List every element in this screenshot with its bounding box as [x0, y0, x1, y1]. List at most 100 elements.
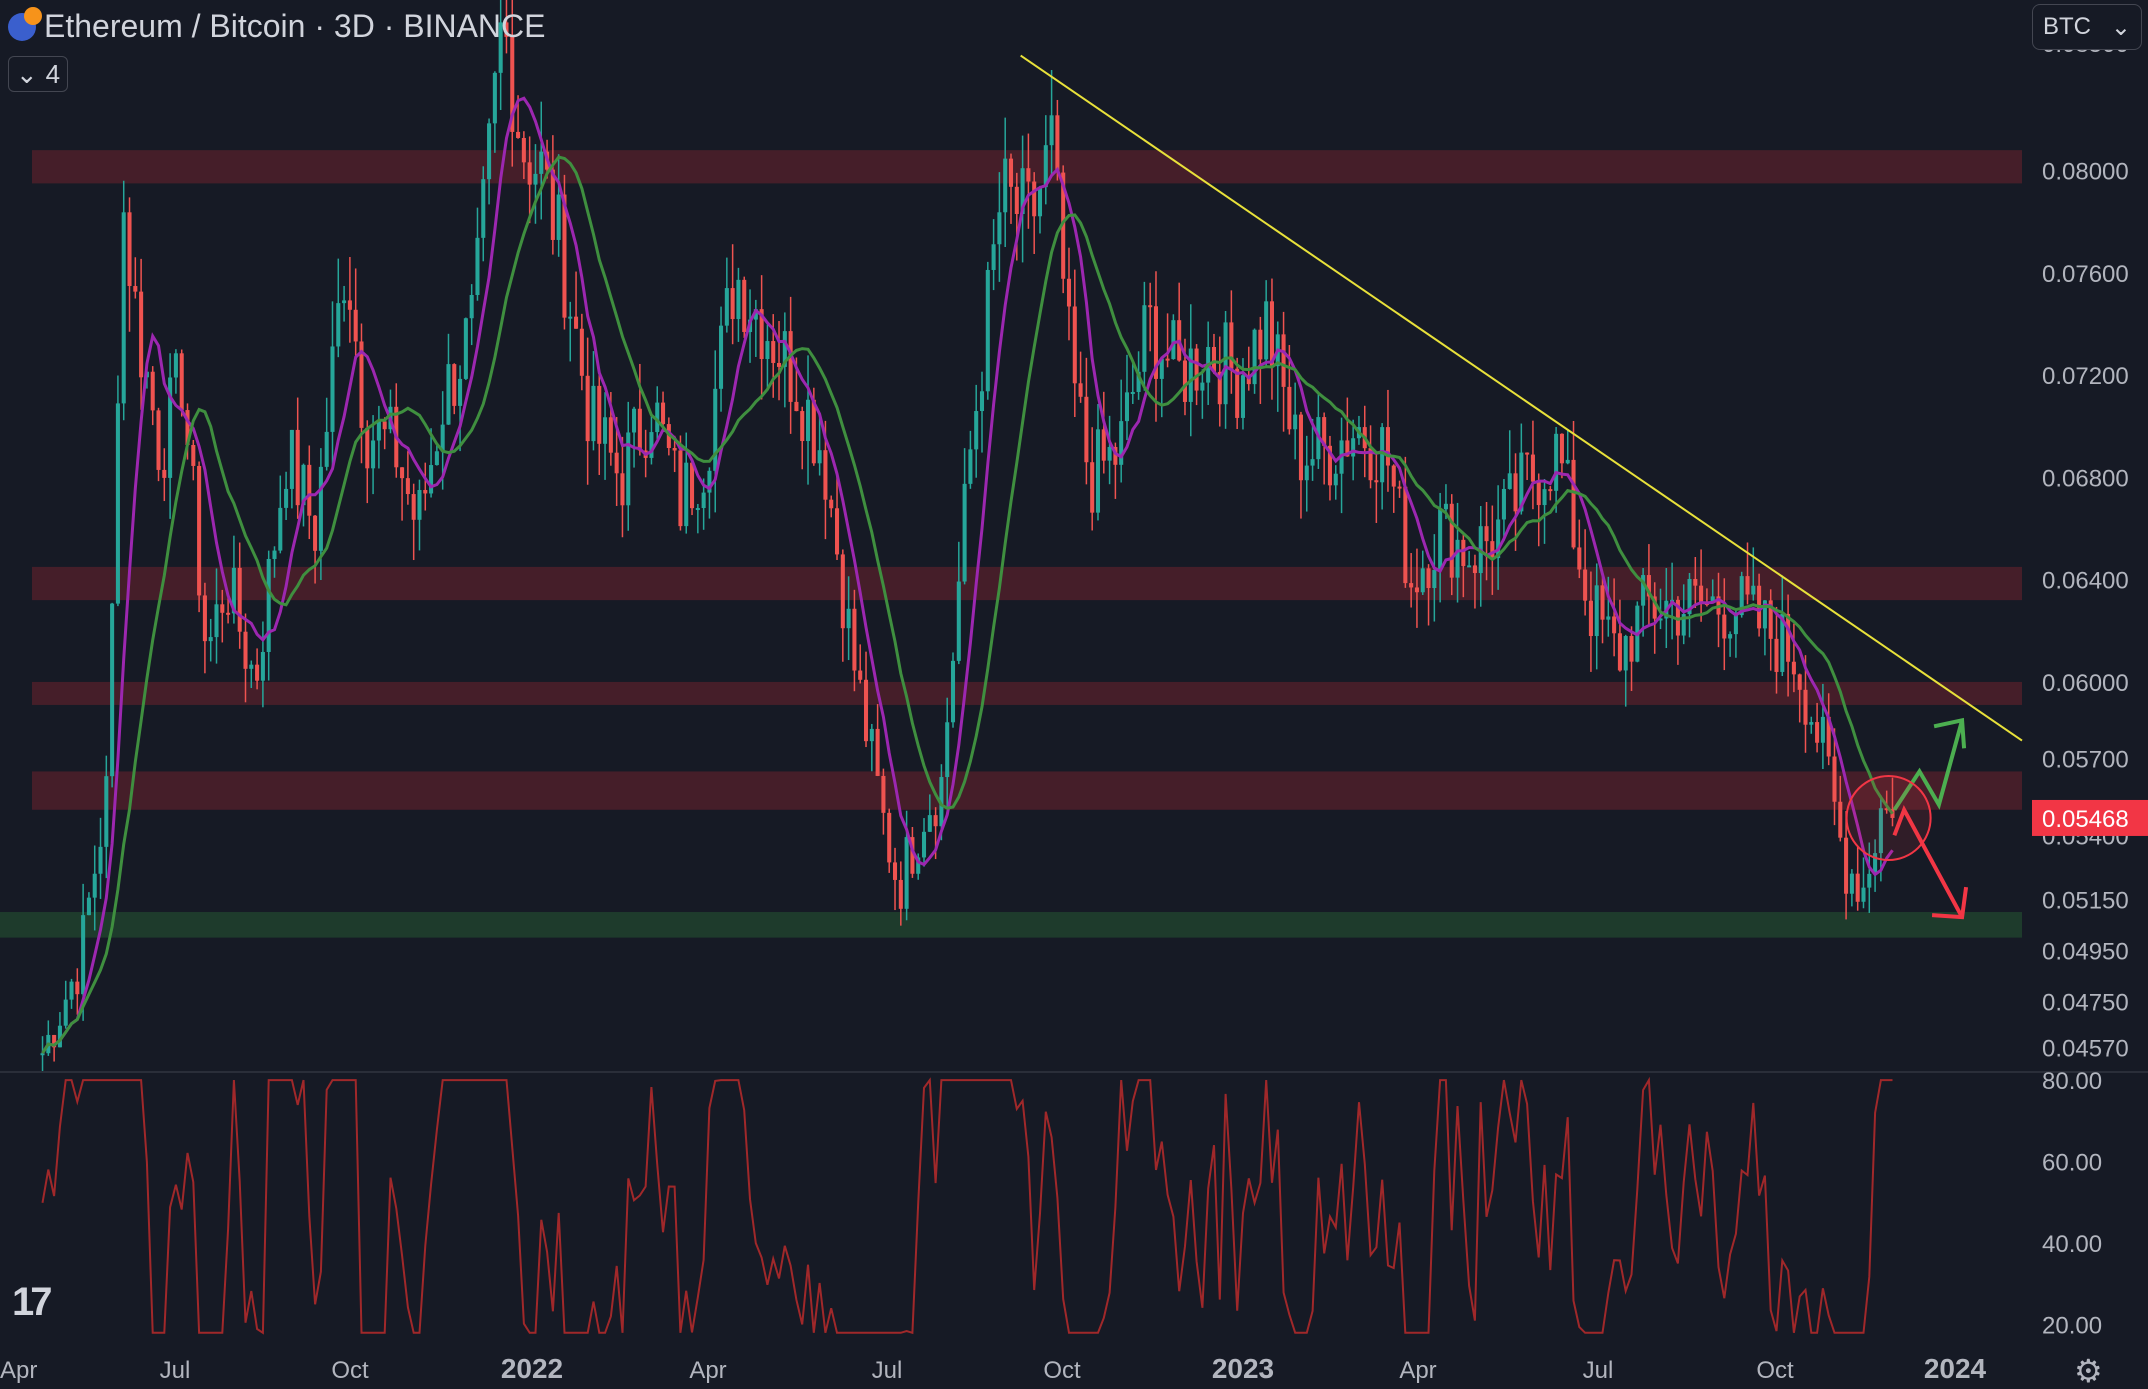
candle-body	[1594, 585, 1599, 637]
candle-body	[863, 679, 869, 742]
candle-body	[452, 364, 457, 406]
candle-body	[927, 815, 932, 832]
tradingview-logo-icon[interactable]: 17	[12, 1280, 52, 1324]
candle-body	[1873, 853, 1878, 874]
candle-body	[568, 316, 573, 319]
candle-body	[243, 631, 248, 669]
candle-body	[1211, 346, 1217, 372]
candle-body	[121, 212, 126, 404]
candle-body	[353, 309, 358, 342]
candle-body	[1333, 473, 1338, 486]
candle-body	[1223, 322, 1228, 405]
candle-body	[1571, 459, 1576, 548]
candle-body	[1832, 756, 1837, 802]
candle-body	[1780, 613, 1785, 672]
candle-body	[1728, 634, 1733, 639]
candle-body	[458, 378, 463, 406]
candle-body	[1525, 452, 1530, 455]
candle-body	[910, 837, 915, 874]
candle-body	[1194, 348, 1199, 391]
candle-body	[1548, 489, 1553, 492]
collapse-indicators-button[interactable]: ⌄ 4	[8, 56, 68, 92]
candle-body	[719, 325, 724, 389]
candle-body	[1072, 306, 1077, 384]
candle-body	[1066, 278, 1072, 307]
candle-body	[527, 162, 532, 185]
candle-body	[1496, 519, 1501, 559]
y-axis-tick-label: 0.06000	[2042, 670, 2129, 697]
candle-body	[1345, 440, 1350, 457]
candle-body	[104, 776, 109, 847]
candle-body	[516, 131, 521, 138]
candle-body	[1820, 716, 1825, 743]
y-axis-tick-label: 0.04750	[2042, 990, 2129, 1017]
candle-body	[156, 410, 161, 470]
candle-body	[661, 402, 666, 425]
candle-body	[614, 452, 619, 474]
currency-selector[interactable]: BTC ⌄	[2032, 4, 2142, 50]
support-zone	[0, 912, 2022, 938]
candle-body	[834, 508, 840, 555]
y-axis-tick-label: 0.07200	[2042, 363, 2129, 390]
candle-body	[1791, 661, 1796, 675]
candle-body	[1826, 716, 1831, 757]
candle-body	[110, 603, 115, 777]
last-price-label: 0.05468	[2042, 806, 2129, 833]
candle-body	[237, 567, 242, 632]
candle-body	[1397, 486, 1402, 489]
rsi-axis-tick-label: 40.00	[2042, 1231, 2102, 1258]
candle-body	[487, 123, 492, 180]
candle-body	[852, 608, 857, 671]
candle-body	[1055, 115, 1060, 173]
candle-body	[498, 22, 503, 73]
candle-body	[376, 421, 381, 441]
candle-body	[1095, 429, 1101, 513]
candle-body	[1722, 614, 1727, 639]
candle-body	[1124, 392, 1130, 422]
candle-body	[945, 722, 950, 778]
candle-body	[637, 408, 642, 451]
candle-body	[510, 36, 515, 132]
candle-body	[168, 377, 173, 478]
last-price-marker	[2032, 799, 2148, 836]
candle-body	[405, 478, 410, 495]
candle-body	[1304, 465, 1309, 481]
candle-body	[150, 371, 155, 411]
candle-body	[1774, 638, 1779, 672]
candle-body	[185, 410, 190, 445]
candle-body	[1426, 568, 1431, 589]
candle-body	[597, 385, 602, 444]
candle-body	[1003, 158, 1008, 213]
candle-body	[81, 915, 86, 995]
candle-body	[771, 341, 776, 363]
candle-body	[1043, 145, 1048, 188]
candle-body	[1797, 674, 1802, 690]
bullish-arrowhead	[1933, 717, 1967, 749]
candle-body	[1751, 585, 1756, 595]
candle-body	[1014, 186, 1019, 214]
candle-body	[1026, 168, 1031, 182]
x-axis-tick-label: Apr	[0, 1357, 37, 1384]
settings-gear-icon[interactable]: ⚙	[2074, 1353, 2103, 1389]
candle-body	[777, 362, 782, 367]
rsi-axis-tick-label: 80.00	[2042, 1068, 2102, 1095]
candle-body	[1136, 371, 1141, 392]
candle-body	[359, 341, 364, 428]
y-axis-tick-label: 0.05700	[2042, 747, 2129, 774]
x-axis-tick-label: Apr	[1399, 1357, 1436, 1384]
candle-body	[794, 401, 799, 412]
candle-body	[1374, 480, 1379, 483]
candle-body	[301, 464, 306, 506]
candle-body	[898, 879, 903, 909]
candle-body	[574, 316, 579, 329]
candle-body	[63, 999, 68, 1026]
chevron-down-icon: ⌄	[15, 58, 38, 89]
candle-body	[997, 212, 1002, 245]
symbol-logo-icon	[8, 6, 42, 41]
x-axis-tick-label: Jul	[1583, 1357, 1614, 1384]
candle-body	[1849, 873, 1854, 894]
candle-body	[811, 399, 816, 464]
candle-body	[649, 432, 654, 458]
